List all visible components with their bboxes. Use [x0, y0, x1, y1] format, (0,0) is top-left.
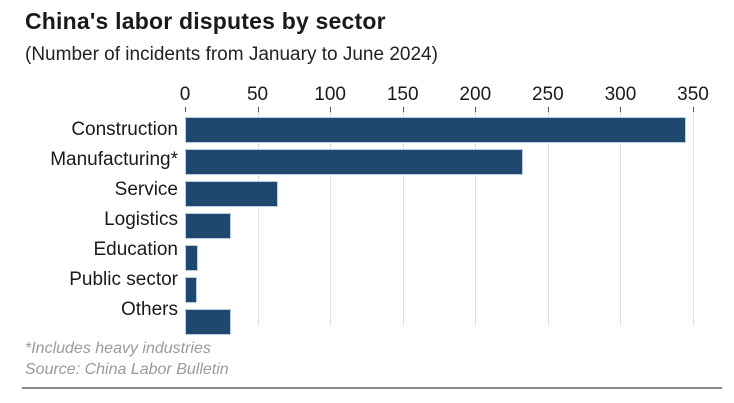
gridline — [257, 112, 259, 325]
category-label: Manufacturing* — [50, 149, 178, 170]
chart-title: China's labor disputes by sector — [25, 8, 386, 34]
gridline — [693, 112, 694, 325]
category-labels: Construction Manufacturing* Service Logisti… — [12, 115, 178, 325]
bar-others — [185, 309, 232, 335]
category-label: Service — [114, 179, 178, 200]
bottom-divider — [22, 387, 722, 389]
x-tick-label: 100 — [314, 84, 346, 105]
x-axis: 0 50 100 150 200 250 300 350 — [180, 84, 709, 106]
x-tick-mark — [475, 107, 477, 112]
gridline — [547, 112, 549, 325]
x-tick-label: 150 — [386, 84, 419, 105]
x-tick-mark — [402, 107, 404, 112]
bar-manufacturing — [185, 149, 524, 175]
category-label: Education — [93, 239, 178, 260]
bar-logistics — [185, 213, 232, 239]
bar-row — [185, 309, 730, 339]
category-label: Public sector — [69, 269, 178, 290]
bar-construction — [185, 117, 686, 143]
x-tick-mark — [620, 107, 622, 112]
bar-row — [185, 277, 730, 307]
x-tick-mark — [257, 107, 259, 112]
chart-footnote: *Includes heavy industries — [25, 340, 211, 357]
bar-public-sector — [185, 277, 197, 303]
bar-education — [185, 245, 199, 271]
bar-row — [185, 181, 730, 211]
x-tick-label: 200 — [459, 84, 492, 105]
bar-row — [185, 245, 730, 275]
x-tick-mark — [330, 107, 332, 112]
x-tick-label: 250 — [531, 84, 564, 105]
chart-source: Source: China Labor Bulletin — [25, 361, 229, 378]
x-tick-label: 0 — [179, 84, 191, 105]
gridline — [402, 112, 404, 325]
x-tick-label: 300 — [604, 84, 637, 105]
bar-row — [185, 149, 730, 179]
category-label: Others — [120, 299, 178, 320]
gridline — [330, 112, 332, 325]
gridlines — [185, 107, 695, 325]
gridline — [620, 112, 622, 325]
category-label: Logistics — [104, 209, 178, 230]
bars — [185, 115, 730, 339]
bar-service — [185, 181, 278, 207]
x-tick-mark — [185, 107, 186, 112]
x-tick-label: 350 — [677, 84, 709, 105]
gridline — [475, 112, 477, 325]
x-tick-mark — [693, 107, 694, 112]
x-tick-mark — [547, 107, 549, 112]
chart-subtitle: (Number of incidents from January to Jun… — [25, 44, 438, 65]
category-label: Construction — [71, 119, 178, 140]
bar-row — [185, 117, 730, 147]
x-tick-label: 50 — [246, 84, 269, 105]
bar-row — [185, 213, 730, 243]
